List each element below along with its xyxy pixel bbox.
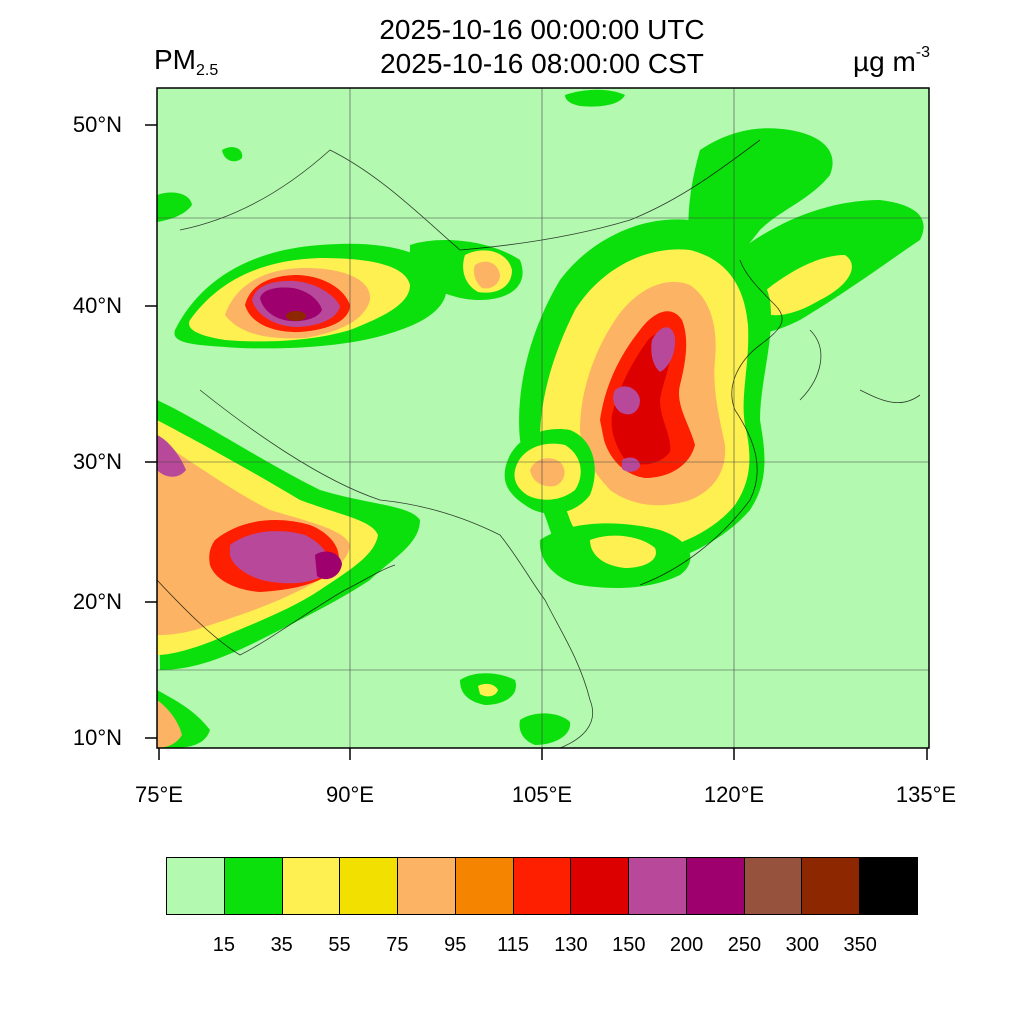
colorbar-label: 35: [270, 934, 293, 956]
indo-gangetic-250: [315, 551, 342, 580]
seasia-35b: [519, 713, 571, 745]
plume-nw-250: [260, 287, 322, 322]
lon-tick-90e: 90°E: [326, 782, 374, 807]
boundaries: [157, 139, 921, 748]
units-label: µg m-3: [853, 44, 930, 78]
map-frame: [156, 87, 930, 749]
tibet-spot-35: [222, 147, 243, 162]
lat-tick-20n: 20°N: [72, 589, 122, 614]
variable-subscript: 2.5: [196, 62, 219, 79]
colorbar-label: 95: [444, 934, 467, 956]
border-china-west: [179, 139, 761, 251]
lon-tick-135e: 135°E: [895, 782, 957, 807]
concentration-field: [157, 88, 929, 748]
colorbar-label: 115: [497, 934, 529, 956]
spot-north-95: [473, 261, 500, 289]
sichuan-95: [530, 458, 565, 487]
colorbar-label: 350: [843, 934, 877, 956]
indochina: [544, 599, 593, 748]
colorbar-label: 75: [386, 934, 409, 956]
ncp-plume-200: [651, 327, 676, 372]
colorbar-swatch: [571, 858, 630, 914]
border-tibet: [199, 389, 546, 601]
lat-tick-40n: 40°N: [72, 293, 122, 318]
colorbar-swatch: [167, 858, 225, 914]
colorbar-label: 300: [785, 934, 819, 956]
lat-tick-50n: 50°N: [72, 112, 122, 137]
colorbar-swatch: [686, 858, 745, 914]
colorbar-swatch: [398, 858, 456, 914]
indo-gangetic-200: [230, 531, 329, 584]
colorbar-label: 55: [328, 934, 351, 956]
colorbar-label: 15: [212, 934, 235, 956]
plume-nw-350: [286, 311, 306, 321]
lon-tick-105e: 105°E: [511, 782, 573, 807]
colorbar-label: 200: [669, 934, 704, 956]
colorbar-swatch: [224, 858, 283, 914]
axis-ticks: [145, 124, 928, 760]
title-cst: 2025-10-16 08:00:00 CST: [380, 48, 704, 79]
ncp-plume-200b: [613, 386, 640, 415]
northeast-band-55: [760, 255, 852, 316]
mongolia-spot-35: [565, 89, 625, 107]
colorbar-swatch: [802, 858, 861, 914]
colorbar-label: 150: [612, 934, 646, 956]
colorbar-swatch: [629, 858, 687, 914]
indo-gangetic-200b: [157, 435, 186, 477]
lon-tick-120e: 120°E: [703, 782, 765, 807]
korea-japan: [799, 329, 921, 403]
lat-tick-10n: 10°N: [72, 725, 122, 750]
coastline-india: [157, 564, 396, 656]
colorbar-swatch: [455, 858, 514, 914]
south-china-55: [590, 535, 656, 568]
lat-tick-30n: 30°N: [72, 449, 122, 474]
colorbar-label: 250: [727, 934, 762, 956]
units-base: µg m: [852, 46, 916, 77]
colorbar-swatch: [340, 858, 399, 914]
colorbar-swatch: [513, 858, 572, 914]
title-utc: 2025-10-16 00:00:00 UTC: [379, 14, 705, 45]
colorbar-swatch: [860, 858, 917, 914]
variable-label: PM2.5: [154, 44, 218, 80]
kazakh-edge-35: [157, 192, 192, 222]
colorbar-label: 130: [554, 934, 588, 956]
variable-name: PM: [154, 44, 196, 75]
colorbar-swatch: [744, 858, 803, 914]
graticule: [157, 88, 929, 748]
seasia-55: [478, 683, 498, 697]
colorbar: [166, 857, 918, 915]
lon-tick-75e: 75°E: [135, 782, 183, 807]
ncp-plume-200c: [622, 457, 640, 472]
india-sw-95: [157, 700, 182, 748]
colorbar-swatch: [282, 858, 341, 914]
coastline-east: [639, 259, 783, 586]
units-exponent: -3: [915, 44, 930, 61]
